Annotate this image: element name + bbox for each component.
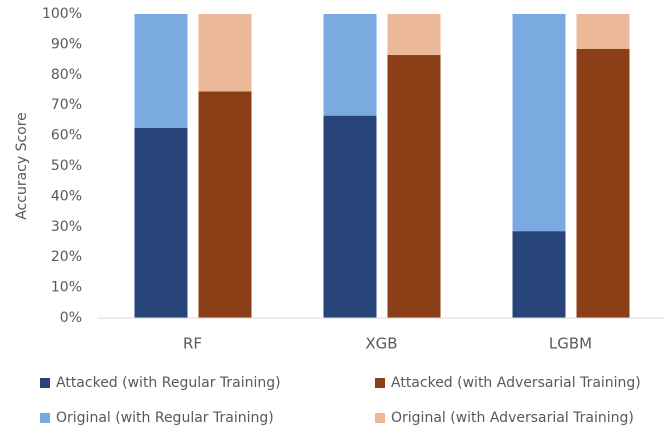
bar (323, 115, 377, 318)
legend-swatch (375, 413, 385, 423)
x-tick-label: LGBM (549, 335, 592, 353)
x-tick-label: RF (183, 335, 202, 353)
bar (576, 48, 630, 319)
x-tick-label: XGB (365, 335, 397, 353)
bar (387, 55, 441, 318)
legend-label: Original (with Regular Training) (56, 410, 274, 426)
legend-label: Attacked (with Adversarial Training) (391, 375, 641, 391)
y-tick-label: 90% (51, 36, 82, 52)
legend-label: Original (with Adversarial Training) (391, 410, 634, 426)
legend-swatch (375, 378, 385, 388)
y-tick-label: 50% (51, 158, 82, 174)
bar (198, 91, 252, 319)
bar (512, 231, 566, 318)
y-tick-label: 20% (51, 249, 82, 265)
y-tick-label: 0% (60, 310, 82, 326)
y-tick-label: 80% (51, 67, 82, 83)
y-tick-label: 100% (42, 6, 82, 22)
y-tick-label: 30% (51, 219, 82, 235)
legend-swatch (40, 413, 50, 423)
legend-swatch (40, 378, 50, 388)
y-tick-label: 10% (51, 280, 82, 296)
y-tick-label: 60% (51, 128, 82, 144)
legend-label: Attacked (with Regular Training) (56, 375, 281, 391)
y-tick-label: 70% (51, 97, 82, 113)
bar (134, 128, 188, 318)
y-axis-label: Accuracy Score (14, 112, 30, 220)
y-tick-label: 40% (51, 188, 82, 204)
